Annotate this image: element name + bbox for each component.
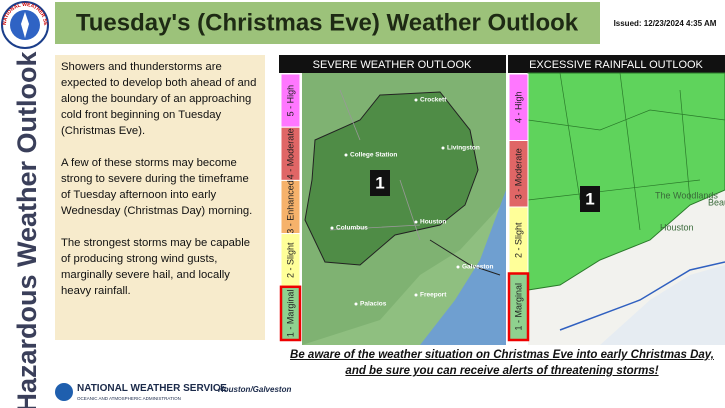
paragraph: The strongest storms may be capable of p… bbox=[61, 237, 250, 297]
place-dot bbox=[344, 153, 348, 157]
place-label: Columbus bbox=[336, 225, 368, 232]
place-label: The Woodlands bbox=[655, 190, 718, 200]
panel-title: EXCESSIVE RAINFALL OUTLOOK bbox=[529, 59, 703, 71]
place-label: College Station bbox=[350, 152, 397, 159]
risk-label: 3 - Enhanced bbox=[285, 180, 295, 234]
footer-logo: NATIONAL WEATHER SERVICE OCEANIC AND ATMO… bbox=[55, 383, 291, 401]
risk-label: 1 - Marginal bbox=[513, 283, 523, 331]
summary: Showers and thunderstorms are expected t… bbox=[55, 55, 265, 340]
place-dot bbox=[456, 265, 460, 269]
severe-panel: SEVERE WEATHER OUTLOOK bbox=[279, 55, 506, 345]
rain-panel: EXCESSIVE RAINFALL OUTLOOK bbox=[508, 55, 725, 345]
place-label: Galveston bbox=[462, 264, 493, 271]
side-title: Hazardous Weather Outlook bbox=[12, 50, 42, 408]
place-label: Palacios bbox=[360, 301, 387, 308]
risk-badge bbox=[580, 186, 600, 212]
agency: NATIONAL WEATHER SERVICE bbox=[77, 383, 227, 394]
place-dot bbox=[354, 302, 358, 306]
risk-label: 3 - Moderate bbox=[513, 148, 523, 199]
noaa-logo bbox=[55, 383, 73, 401]
title: Tuesday's (Christmas Eve) Weather Outloo… bbox=[76, 9, 579, 36]
title-bar bbox=[55, 2, 600, 44]
risk-label: 5 - High bbox=[285, 85, 295, 117]
risk-box bbox=[507, 272, 530, 342]
risk-box bbox=[279, 285, 302, 342]
paragraph: A few of these storms may become strong … bbox=[61, 157, 253, 217]
place-dot bbox=[330, 226, 334, 230]
place-label: Houston bbox=[660, 222, 694, 232]
risk-label: 2 - Slight bbox=[513, 222, 523, 258]
place-label: Freeport bbox=[420, 292, 447, 299]
issued: Issued: 12/23/2024 4:35 AM bbox=[614, 19, 717, 28]
panel-title: SEVERE WEATHER OUTLOOK bbox=[313, 59, 472, 71]
risk-label: 1 - Marginal bbox=[285, 290, 295, 338]
nws-logo: NATIONAL WEATHER SERVICE bbox=[0, 0, 49, 49]
place-dot bbox=[414, 98, 418, 102]
place-label: Houston bbox=[420, 219, 446, 226]
place-label: Livingston bbox=[447, 145, 480, 152]
agency-sub: OCEANIC AND ATMOSPHERIC ADMINISTRATION bbox=[77, 396, 181, 401]
risk-label: 2 - Slight bbox=[285, 242, 295, 278]
risk-label: 4 - High bbox=[513, 91, 523, 123]
place-dot bbox=[414, 293, 418, 297]
place-label: Beau bbox=[708, 197, 725, 207]
risk-badge-label: 1 bbox=[585, 189, 594, 208]
place-dot bbox=[414, 220, 418, 224]
office: Houston/Galveston bbox=[218, 385, 291, 394]
risk-badge bbox=[370, 170, 390, 196]
paragraph: Showers and thunderstorms are expected t… bbox=[61, 61, 257, 137]
place-label: Crockett bbox=[420, 97, 447, 104]
risk-badge-label: 1 bbox=[375, 173, 384, 192]
risk-label: 4 - Moderate bbox=[285, 128, 295, 179]
footer-message: Be aware of the weather situation on Chr… bbox=[290, 349, 714, 377]
place-dot bbox=[441, 146, 445, 150]
